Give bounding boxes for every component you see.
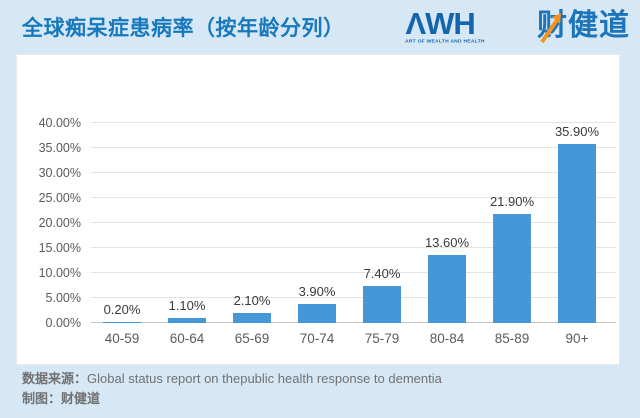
- bar-70-74: [298, 303, 336, 323]
- bar-value-label: 7.40%: [363, 266, 401, 281]
- bar-40-59: [103, 322, 141, 323]
- y-tick-label: 5.00%: [45, 291, 81, 305]
- bar-value-label: 35.90%: [554, 123, 600, 139]
- x-tick-label: 60-64: [169, 331, 205, 346]
- x-tick-label: 90+: [565, 331, 589, 346]
- y-tick-label: 10.00%: [38, 266, 81, 280]
- brand-logo: ΛWH ART OF WEALTH AND HEALTH 财健道: [405, 6, 630, 47]
- gridline: [91, 122, 616, 123]
- page-title: 全球痴呆症患病率（按年龄分列）: [22, 17, 345, 40]
- x-tick-label: 65-69: [234, 331, 270, 346]
- x-tick-label: 75-79: [364, 331, 400, 346]
- data-source-text: Global status report on thepublic health…: [87, 371, 442, 386]
- footer: 数据来源：Global status report on thepublic h…: [22, 369, 442, 409]
- x-tick-label: 70-74: [299, 331, 335, 346]
- gridline: [91, 197, 616, 198]
- logo-wordmark: ΛWH: [405, 6, 475, 41]
- bar-value-label: 21.90%: [489, 193, 535, 209]
- bar-value-label: 0.20%: [103, 302, 141, 317]
- credit-label: 制图：: [22, 391, 62, 406]
- gridline: [91, 297, 616, 298]
- bar-value-label: 1.10%: [168, 297, 206, 313]
- gridline: [91, 247, 616, 248]
- y-tick-label: 35.00%: [38, 141, 81, 155]
- logo-wordmark-block: ΛWH ART OF WEALTH AND HEALTH: [405, 6, 534, 47]
- plot-area: 0.20% 40-59 1.10% 60-64 2.10% 65-69 3.90% 70-74…: [91, 122, 616, 346]
- bar-90+: [558, 143, 596, 323]
- gridline: [91, 222, 616, 223]
- gridline: [91, 272, 616, 273]
- data-source-line: 数据来源：Global status report on thepublic h…: [22, 369, 442, 389]
- bar-80-84: [428, 255, 466, 323]
- y-tick-label: 40.00%: [38, 116, 81, 130]
- bar-value-label: 2.10%: [233, 292, 271, 308]
- gridline: [91, 172, 616, 173]
- logo-tagline: ART OF WEALTH AND HEALTH: [405, 38, 486, 44]
- bar-65-69: [233, 312, 271, 323]
- bar-75-79: [363, 286, 401, 323]
- bar-60-64: [168, 317, 206, 323]
- logo-brand-cn: 财健道: [537, 9, 630, 44]
- y-tick-label: 0.00%: [45, 316, 81, 330]
- x-tick-label: 80-84: [429, 331, 465, 346]
- credit-line: 制图：财健道: [22, 389, 442, 409]
- data-source-label: 数据来源：: [22, 371, 88, 386]
- gridline: [91, 147, 616, 148]
- x-tick-label: 40-59: [104, 331, 140, 346]
- y-tick-label: 20.00%: [38, 216, 81, 230]
- y-tick-label: 25.00%: [38, 191, 81, 205]
- x-tick-label: 85-89: [494, 331, 530, 346]
- gridline: [91, 322, 616, 323]
- bar-value-label: 3.90%: [298, 283, 336, 299]
- credit-text: 财健道: [61, 391, 101, 406]
- y-axis-labels: 0.00% 5.00% 10.00% 15.00% 20.00% 25.00% 30.00%…: [17, 116, 81, 330]
- bar-value-label: 13.60%: [424, 235, 470, 250]
- y-tick-label: 30.00%: [38, 166, 81, 180]
- chart-card: 0.00% 5.00% 10.00% 15.00% 20.00% 25.00% 30.00%…: [16, 54, 620, 365]
- logo-brand-text: 财健道: [537, 9, 630, 42]
- y-tick-label: 15.00%: [38, 241, 81, 255]
- bar-85-89: [493, 213, 531, 323]
